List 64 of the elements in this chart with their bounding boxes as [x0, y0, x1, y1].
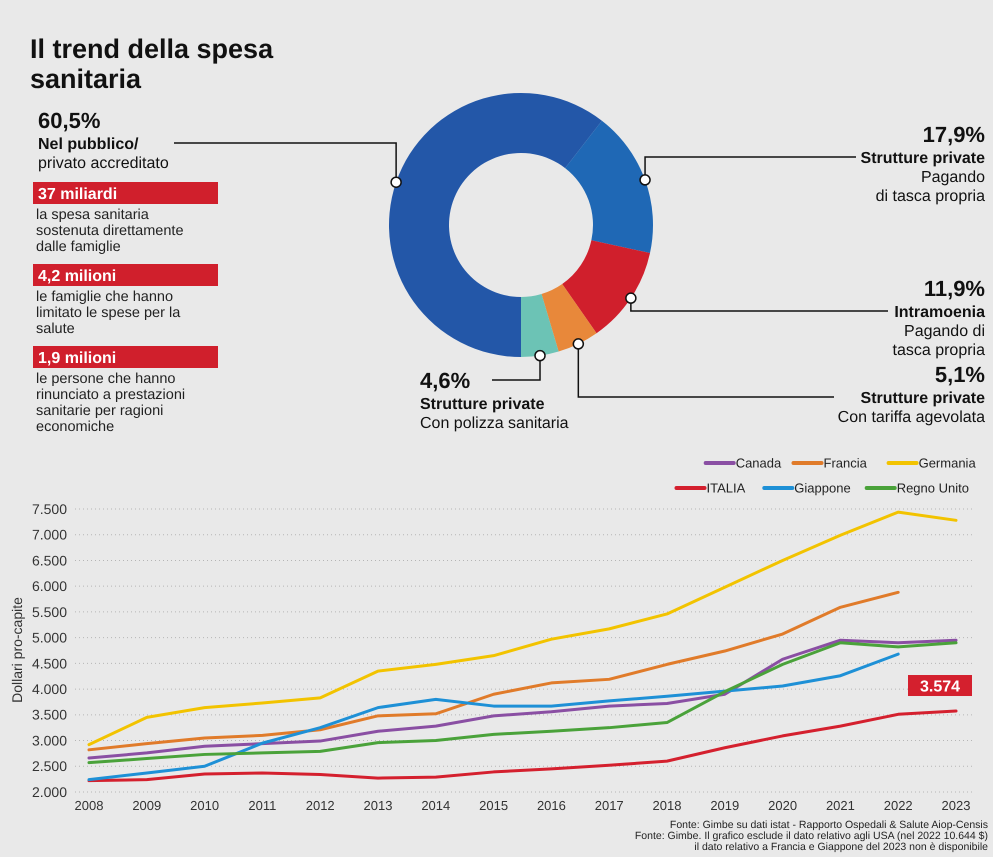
text: Il trend della spesa sanitaria	[30, 34, 274, 94]
slice-label: Strutture private Con polizza sanitaria	[420, 396, 569, 432]
y-tick-label: 7.000	[32, 526, 68, 543]
y-tick-label: 4.000	[32, 680, 68, 697]
donut-slice	[562, 240, 650, 334]
y-tick-label: 3.000	[32, 732, 68, 748]
text: le persone che hanno rinunciato a prestazioni sanitarie per ragioni economiche	[36, 371, 186, 435]
x-tick-label: 2020	[768, 798, 798, 813]
legend-label: Regno Unito	[896, 480, 969, 496]
y-tick-label: 2.500	[32, 758, 68, 774]
line-series	[88, 590, 900, 752]
legend-label: ITALIA	[706, 480, 746, 496]
x-tick-label: 2015	[479, 798, 508, 813]
slice-label: Nel pubblico/ privato accreditato	[38, 136, 169, 172]
source-note: Fonte: Gimbe. Il grafico esclude il dato relativo agli USA (nel 2022 10.644 $)	[634, 830, 988, 842]
x-tick-label: 2019	[710, 798, 740, 813]
legend-label: Germania	[918, 456, 976, 471]
legend-label: Giappone	[794, 480, 851, 496]
slice-label: Intramoenia Pagando di tasca propria	[892, 304, 986, 359]
text: il dato relativo a Francia e Giappone del 2023 non è disponibile	[694, 841, 988, 853]
x-tick-label: 2018	[652, 798, 682, 813]
y-tick-label: 6.000	[32, 578, 68, 594]
data-label: 3.574	[920, 678, 960, 696]
y-tick-label: 4.500	[32, 655, 68, 672]
text: 37 miliardi	[38, 186, 118, 203]
text: 1,9 milioni	[38, 350, 116, 367]
x-tick-label: 2008	[74, 798, 104, 813]
x-tick-label: 2023	[942, 798, 970, 813]
data-label: 60,5%	[38, 108, 100, 133]
source-note: Fonte: Gimbe su dati istat - Rapporto Ospedali & Salute Aiop-Censis	[670, 819, 988, 831]
slice-label: Strutture private Con tariffa agevolata	[838, 390, 986, 426]
y-tick-label: 3.500	[32, 706, 68, 723]
legend-label: Francia	[824, 456, 868, 471]
text: la spesa sanitaria sostenuta direttamente dalle famiglie	[36, 207, 184, 255]
donut-slice	[565, 120, 653, 253]
x-tick-label: 2014	[421, 798, 450, 813]
x-tick-label: 2017	[594, 798, 624, 813]
x-tick-label: 2012	[306, 798, 335, 813]
y-tick-label: 6.500	[32, 552, 68, 568]
y-tick-label: 7.500	[32, 500, 68, 517]
donut-slice	[521, 294, 559, 357]
x-tick-label: 2021	[826, 798, 855, 813]
line-series	[88, 710, 958, 782]
x-tick-label: 2013	[364, 798, 392, 813]
text: 4,2 milioni	[38, 268, 116, 285]
donut-slice	[542, 284, 597, 352]
x-tick-label: 2022	[884, 798, 913, 813]
slice-label: Strutture private Pagando di tasca propria	[860, 150, 986, 205]
data-label: 17,9%	[922, 122, 985, 147]
x-tick-label: 2011	[248, 798, 276, 813]
donut-slice	[389, 93, 602, 357]
legend-label: Canada	[736, 456, 782, 471]
data-label: 11,9%	[924, 276, 985, 301]
x-tick-label: 2010	[190, 798, 220, 813]
text: le famiglie che hanno limitato le spese per la salute	[36, 289, 182, 337]
y-tick-label: 2.000	[32, 784, 68, 800]
data-label: 4,6%	[420, 368, 470, 393]
data-label: 5,1%	[934, 362, 985, 387]
y-tick-label: 5.500	[32, 604, 68, 620]
x-tick-label: 2016	[536, 798, 566, 813]
line-series	[88, 652, 900, 782]
y-axis-title: Dollari pro-capite	[9, 596, 25, 703]
y-tick-label: 5.000	[32, 630, 68, 646]
x-tick-label: 2009	[132, 798, 162, 813]
